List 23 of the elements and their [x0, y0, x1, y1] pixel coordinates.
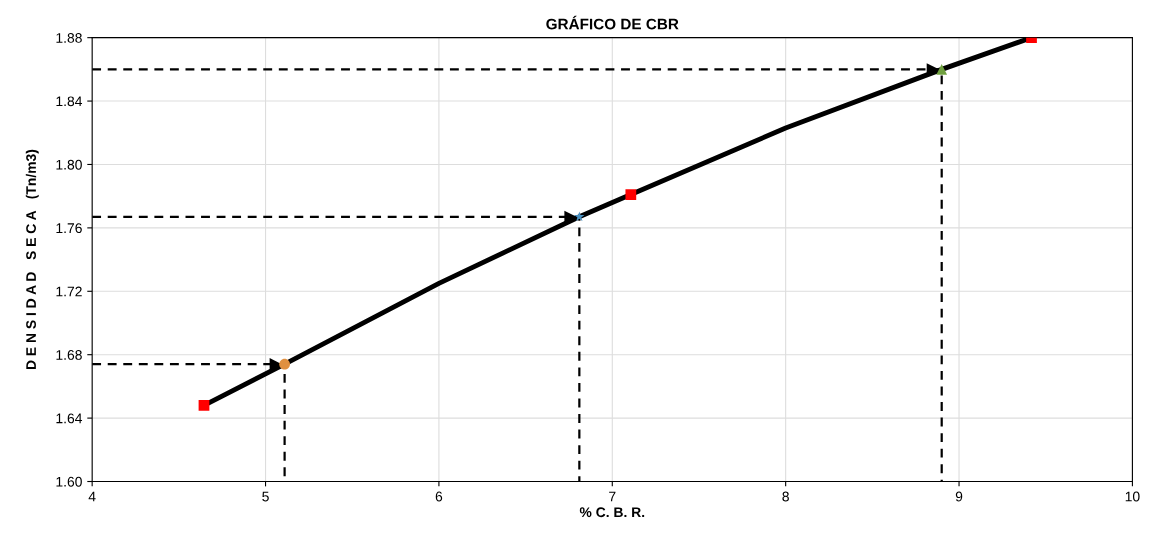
x-tick-label: 7 [609, 491, 616, 502]
x-tick-label: 8 [782, 491, 789, 502]
point [279, 358, 290, 370]
point [198, 400, 210, 411]
point [625, 189, 637, 200]
x-tick-label: 9 [955, 491, 963, 502]
y-tick-label: 1.76 [56, 223, 82, 234]
y-tick-label: 1.64 [56, 413, 83, 424]
x-tick-label: 6 [435, 491, 443, 502]
y-tick-label: 1.80 [56, 159, 82, 170]
point [574, 211, 585, 222]
y-tick-label: 1.84 [56, 96, 83, 107]
x-tick-label: 10 [1125, 491, 1140, 502]
y-tick-label: 1.72 [56, 286, 82, 297]
x-tick-label: 5 [262, 491, 269, 502]
y-axis-title: D E N S I D A D S E C A (Tn/m3) [25, 149, 39, 370]
y-tick-label: 1.60 [56, 476, 82, 487]
x-tick-label: 4 [88, 491, 96, 502]
point [936, 63, 948, 75]
x-axis-title: % C. B. R. [579, 507, 645, 518]
y-tick-label: 1.88 [56, 32, 82, 43]
y-tick-label: 1.68 [56, 350, 82, 360]
chart-title: GRÁFICO DE CBR [546, 15, 679, 30]
